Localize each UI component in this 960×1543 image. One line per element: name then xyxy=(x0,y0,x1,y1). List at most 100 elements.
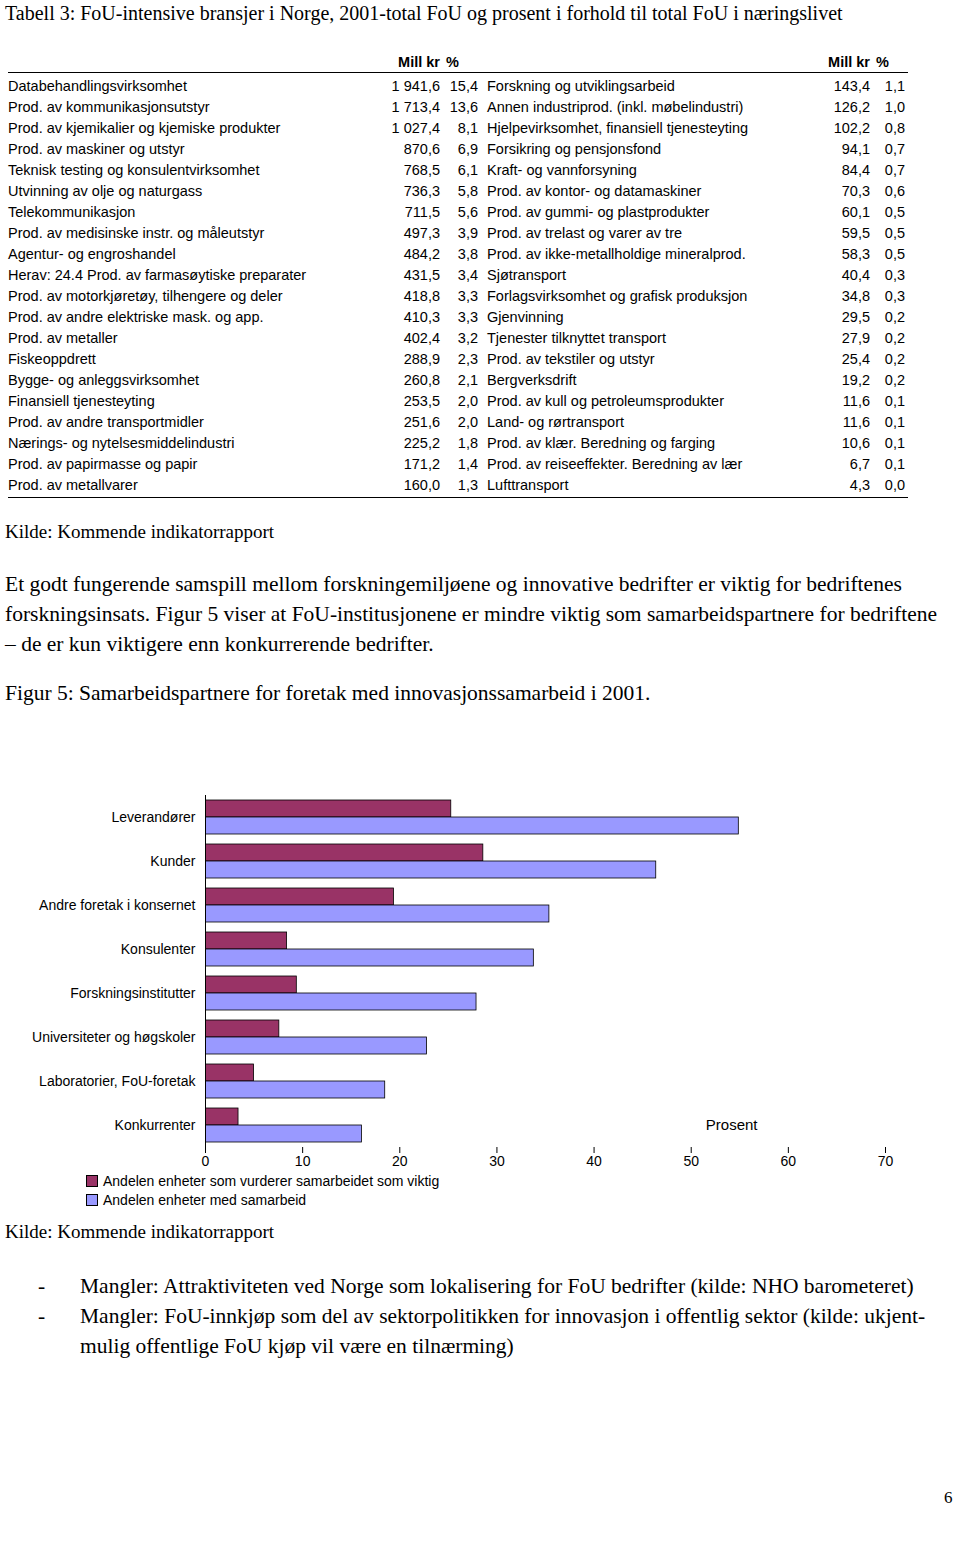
html-text:431,5: 431,5 xyxy=(403,267,440,283)
html-text:Herav: 24.4 Prod. av farmasøyt: Herav: 24.4 Prod. av farmasøytiske prepa… xyxy=(8,267,307,283)
html-text:1,0: 1,0 xyxy=(884,99,905,115)
html-text:2,1: 2,1 xyxy=(457,372,478,388)
html-text:Prod. av andre transportmidler: Prod. av andre transportmidler xyxy=(8,414,204,430)
html-text:418,8: 418,8 xyxy=(403,288,440,304)
html-text:94,1: 94,1 xyxy=(841,141,870,157)
html-text:288,9: 288,9 xyxy=(403,351,440,367)
html-text:Utvinning av olje og naturgass: Utvinning av olje og naturgass xyxy=(8,183,203,199)
html-text:0,7: 0,7 xyxy=(884,141,905,157)
svg-text:70: 70 xyxy=(878,1153,894,1169)
html-text:Kraft- og vannforsyning: Kraft- og vannforsyning xyxy=(487,162,637,178)
html-text:Databehandlingsvirksomhet: Databehandlingsvirksomhet xyxy=(8,78,187,94)
html-text:13,6: 13,6 xyxy=(449,99,478,115)
html-text:Prod. av andre elektriske mask: Prod. av andre elektriske mask. og app. xyxy=(8,309,264,325)
html-text:5,6: 5,6 xyxy=(457,204,478,220)
html-text:402,4: 402,4 xyxy=(403,330,440,346)
html-text:1 713,4: 1 713,4 xyxy=(391,99,440,115)
html-text:Prod. av kommunikasjonsutstyr: Prod. av kommunikasjonsutstyr xyxy=(8,99,210,115)
html-text:3,3: 3,3 xyxy=(457,309,478,325)
html-text:260,8: 260,8 xyxy=(403,372,440,388)
html-text:Prod. av metallvarer: Prod. av metallvarer xyxy=(8,477,138,493)
html-text:1 027,4: 1 027,4 xyxy=(391,120,440,136)
svg-text:Konkurrenter: Konkurrenter xyxy=(115,1117,196,1133)
html-text:870,6: 870,6 xyxy=(403,141,440,157)
html-text:126,2: 126,2 xyxy=(833,99,870,115)
html-text:Mill kr: Mill kr xyxy=(828,54,870,70)
svg-text:60: 60 xyxy=(781,1153,797,1169)
html-text:3,4: 3,4 xyxy=(457,267,478,283)
html-text:Hjelpevirksomhet, finansiell t: Hjelpevirksomhet, finansiell tjenesteyti… xyxy=(487,120,749,136)
html-text:Kilde: Kommende indikatorrappo: Kilde: Kommende indikatorrapport xyxy=(5,521,275,542)
html-text:160,0: 160,0 xyxy=(403,477,440,493)
html-text:Figur 5: Samarbeidspartnere fo: Figur 5: Samarbeidspartnere for foretak … xyxy=(5,681,651,705)
html-text:253,5: 253,5 xyxy=(403,393,440,409)
html-text:3,9: 3,9 xyxy=(457,225,478,241)
html-text:1,3: 1,3 xyxy=(457,477,478,493)
html-text:Finansiell tjenesteyting: Finansiell tjenesteyting xyxy=(8,393,155,409)
html-text:Bygge- og anleggsvirksomhet: Bygge- og anleggsvirksomhet xyxy=(8,372,199,388)
svg-text:Andre foretak i konsernet: Andre foretak i konsernet xyxy=(39,897,196,913)
svg-text:Laboratorier, FoU-foretak: Laboratorier, FoU-foretak xyxy=(39,1073,196,1089)
html-text:410,3: 410,3 xyxy=(403,309,440,325)
html-text:84,4: 84,4 xyxy=(841,162,870,178)
html-text:Teknisk testing og konsulentvi: Teknisk testing og konsulentvirksomhet xyxy=(8,162,260,178)
html-text:143,4: 143,4 xyxy=(833,78,870,94)
html-text:484,2: 484,2 xyxy=(403,246,440,262)
html-text:6,1: 6,1 xyxy=(457,162,478,178)
html-text:6,9: 6,9 xyxy=(457,141,478,157)
html-text:497,3: 497,3 xyxy=(403,225,440,241)
html-text:2,0: 2,0 xyxy=(457,414,478,430)
html-text:171,2: 171,2 xyxy=(403,456,440,472)
html-text:Prod. av kjemikalier og kjemis: Prod. av kjemikalier og kjemiske produkt… xyxy=(8,120,281,136)
html-text:Mill kr: Mill kr xyxy=(398,54,440,70)
html-text:Forskning og utviklingsarbeid: Forskning og utviklingsarbeid xyxy=(487,78,675,94)
html-text:Annen industriprod. (inkl. møb: Annen industriprod. (inkl. møbelindustri… xyxy=(487,99,744,115)
html-text:Fiskeoppdrett: Fiskeoppdrett xyxy=(8,351,96,367)
html-text:Telekommunikasjon: Telekommunikasjon xyxy=(8,204,136,220)
html-text:Prod. av maskiner og utstyr: Prod. av maskiner og utstyr xyxy=(8,141,185,157)
html-text:15,4: 15,4 xyxy=(449,78,478,94)
html-text:Nærings- og nytelsesmiddelindu: Nærings- og nytelsesmiddelindustri xyxy=(8,435,235,451)
svg-text:Leverandører: Leverandører xyxy=(111,809,195,825)
html-text:Mangler: FoU-innkjøp som del a: Mangler: FoU-innkjøp som del av sektorpo… xyxy=(80,1304,926,1358)
html-text:Kilde: Kommende indikatorrappo: Kilde: Kommende indikatorrapport xyxy=(5,1221,275,1242)
html-text:1,4: 1,4 xyxy=(457,456,478,472)
html-text:768,5: 768,5 xyxy=(403,162,440,178)
html-text:Tabell 3: FoU-intensive bransj: Tabell 3: FoU-intensive bransjer i Norge… xyxy=(5,2,843,24)
svg-text:10: 10 xyxy=(295,1153,311,1169)
html-text:2,3: 2,3 xyxy=(457,351,478,367)
html-text:Prod. av medisinske instr. og: Prod. av medisinske instr. og måleutstyr xyxy=(8,225,265,241)
svg-text:0: 0 xyxy=(202,1153,210,1169)
html-text:0,8: 0,8 xyxy=(884,120,905,136)
svg-text:Universiteter og høgskoler: Universiteter og høgskoler xyxy=(32,1029,196,1045)
html-text:736,3: 736,3 xyxy=(403,183,440,199)
html-text:Prod. av metaller: Prod. av metaller xyxy=(8,330,118,346)
svg-text:Konsulenter: Konsulenter xyxy=(121,941,196,957)
html-text:3,8: 3,8 xyxy=(457,246,478,262)
html-text:3,3: 3,3 xyxy=(457,288,478,304)
html-text:711,5: 711,5 xyxy=(404,204,440,220)
html-text:3,2: 3,2 xyxy=(457,330,478,346)
html-text:Agentur- og engroshandel: Agentur- og engroshandel xyxy=(8,246,176,262)
html-text:Prod. av motorkjøretøy, tilhen: Prod. av motorkjøretøy, tilhengere og de… xyxy=(8,288,283,304)
html-text:225,2: 225,2 xyxy=(403,435,440,451)
html-text:Prod. av papirmasse og papir: Prod. av papirmasse og papir xyxy=(8,456,198,472)
svg-text:30: 30 xyxy=(489,1153,505,1169)
html-text:2,0: 2,0 xyxy=(457,393,478,409)
html-text:1,8: 1,8 xyxy=(457,435,478,451)
svg-text:Kunder: Kunder xyxy=(150,853,195,869)
html-text:251,6: 251,6 xyxy=(403,414,440,430)
html-text:Et godt fungerende samspill me: Et godt fungerende samspill mellom forsk… xyxy=(5,572,938,656)
html-text:Forsikring og pensjonsfond: Forsikring og pensjonsfond xyxy=(487,141,662,157)
svg-text:40: 40 xyxy=(586,1153,602,1169)
html-text:1 941,6: 1 941,6 xyxy=(391,78,440,94)
html-text:Mangler: Attraktiviteten ved N: Mangler: Attraktiviteten ved Norge som l… xyxy=(80,1274,914,1298)
html-text:1,1: 1,1 xyxy=(884,78,905,94)
html-text:102,2: 102,2 xyxy=(833,120,870,136)
svg-text:20: 20 xyxy=(392,1153,408,1169)
svg-text:50: 50 xyxy=(683,1153,699,1169)
svg-text:Prosent: Prosent xyxy=(706,1116,759,1133)
html-text:5,8: 5,8 xyxy=(457,183,478,199)
html-text:8,1: 8,1 xyxy=(457,120,478,136)
svg-text:Forskningsinstitutter: Forskningsinstitutter xyxy=(70,985,196,1001)
